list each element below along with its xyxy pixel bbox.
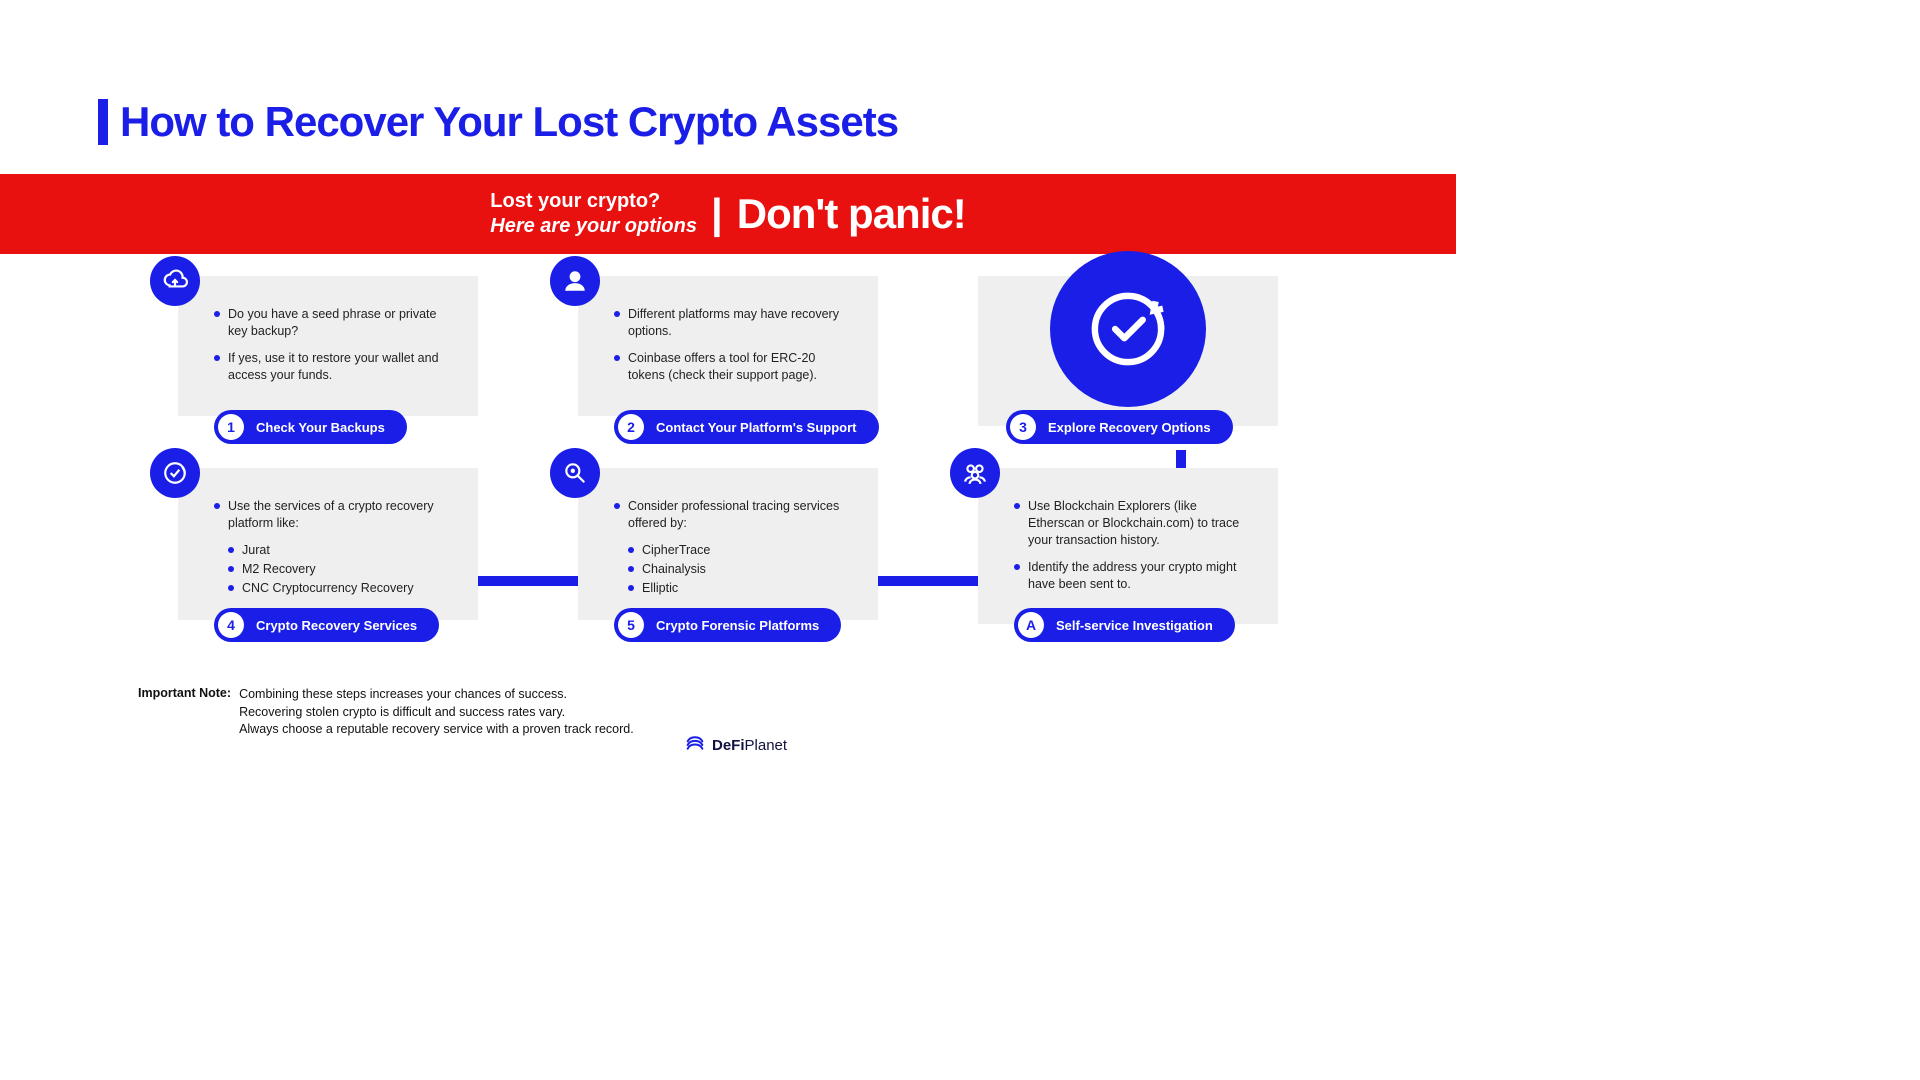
step-pill-1: 1 Check Your Backups (214, 410, 407, 444)
banner-subtitle: Lost your crypto? Here are your options (490, 189, 697, 239)
sublist-item: Chainalysis (628, 561, 854, 578)
step-pill-a: A Self-service Investigation (1014, 608, 1235, 642)
step-card-4: Use the services of a crypto recovery pl… (178, 468, 478, 624)
title-accent-bar (98, 99, 108, 145)
banner-cta: Don't panic! (737, 190, 966, 238)
footer-line: Always choose a reputable recovery servi… (239, 721, 634, 739)
bullet-text: If yes, use it to restore your wallet an… (214, 350, 454, 384)
banner-divider: | (711, 190, 723, 238)
step-number: 4 (218, 612, 244, 638)
card-body: Use the services of a crypto recovery pl… (178, 468, 478, 620)
step-number: 2 (618, 414, 644, 440)
step-label: Self-service Investigation (1056, 618, 1213, 633)
step-pill-3: 3 Explore Recovery Options (1006, 410, 1233, 444)
bullet-text: Use Blockchain Explorers (like Etherscan… (1014, 498, 1254, 549)
step-card-5: Consider professional tracing services o… (578, 468, 878, 624)
sublist-item: CNC Cryptocurrency Recovery (228, 580, 454, 597)
bullet-text: Coinbase offers a tool for ERC-20 tokens… (614, 350, 854, 384)
footer-lines: Combining these steps increases your cha… (239, 686, 634, 739)
step-number: 3 (1010, 414, 1036, 440)
footer-label: Important Note: (138, 686, 231, 739)
bullet-text: Use the services of a crypto recovery pl… (214, 498, 454, 532)
step-card-3: 3 Explore Recovery Options (978, 276, 1278, 426)
bullet-text: Consider professional tracing services o… (614, 498, 854, 532)
card-body: Different platforms may have recovery op… (578, 276, 878, 416)
step-card-2: Different platforms may have recovery op… (578, 276, 878, 426)
check-cycle-icon (1050, 251, 1206, 407)
title-text: How to Recover Your Lost Crypto Assets (120, 98, 898, 146)
cards-row-1: Do you have a seed phrase or private key… (0, 276, 1456, 426)
step-number: A (1018, 612, 1044, 638)
footer-line: Recovering stolen crypto is difficult an… (239, 704, 634, 722)
step-card-a: Use Blockchain Explorers (like Etherscan… (978, 468, 1278, 624)
step-pill-5: 5 Crypto Forensic Platforms (614, 608, 841, 642)
step-number: 1 (218, 414, 244, 440)
card-body: Do you have a seed phrase or private key… (178, 276, 478, 416)
banner-line1: Lost your crypto? (490, 189, 697, 214)
step-label: Explore Recovery Options (1048, 420, 1211, 435)
check-cycle-icon (150, 448, 200, 498)
step-label: Crypto Forensic Platforms (656, 618, 819, 633)
footer-line: Combining these steps increases your cha… (239, 686, 634, 704)
brand-swirl-icon (684, 734, 706, 756)
bullet-text: Do you have a seed phrase or private key… (214, 306, 454, 340)
step-label: Check Your Backups (256, 420, 385, 435)
cards-row-2: Use the services of a crypto recovery pl… (0, 468, 1456, 624)
footer-note: Important Note: Combining these steps in… (138, 686, 634, 739)
card-body: Consider professional tracing services o… (578, 468, 878, 620)
sublist-item: M2 Recovery (228, 561, 454, 578)
sublist-item: CipherTrace (628, 542, 854, 559)
card-body (978, 276, 1278, 426)
magnify-icon (550, 448, 600, 498)
sublist-item: Jurat (228, 542, 454, 559)
users-icon (950, 448, 1000, 498)
cards-grid: Do you have a seed phrase or private key… (0, 276, 1456, 624)
step-label: Crypto Recovery Services (256, 618, 417, 633)
brand-logo: DeFiPlanet (684, 734, 787, 756)
sublist-item: Elliptic (628, 580, 854, 597)
cloud-sync-icon (150, 256, 200, 306)
card-body: Use Blockchain Explorers (like Etherscan… (978, 468, 1278, 624)
step-number: 5 (618, 612, 644, 638)
bullet-text: Different platforms may have recovery op… (614, 306, 854, 340)
bullet-text: Identify the address your crypto might h… (1014, 559, 1254, 593)
user-icon (550, 256, 600, 306)
step-pill-4: 4 Crypto Recovery Services (214, 608, 439, 642)
step-pill-2: 2 Contact Your Platform's Support (614, 410, 879, 444)
step-card-1: Do you have a seed phrase or private key… (178, 276, 478, 426)
step-label: Contact Your Platform's Support (656, 420, 857, 435)
hero-banner: Lost your crypto? Here are your options … (0, 174, 1456, 254)
brand-name: DeFiPlanet (712, 737, 787, 754)
page-title: How to Recover Your Lost Crypto Assets (98, 98, 898, 146)
banner-line2: Here are your options (490, 214, 697, 239)
